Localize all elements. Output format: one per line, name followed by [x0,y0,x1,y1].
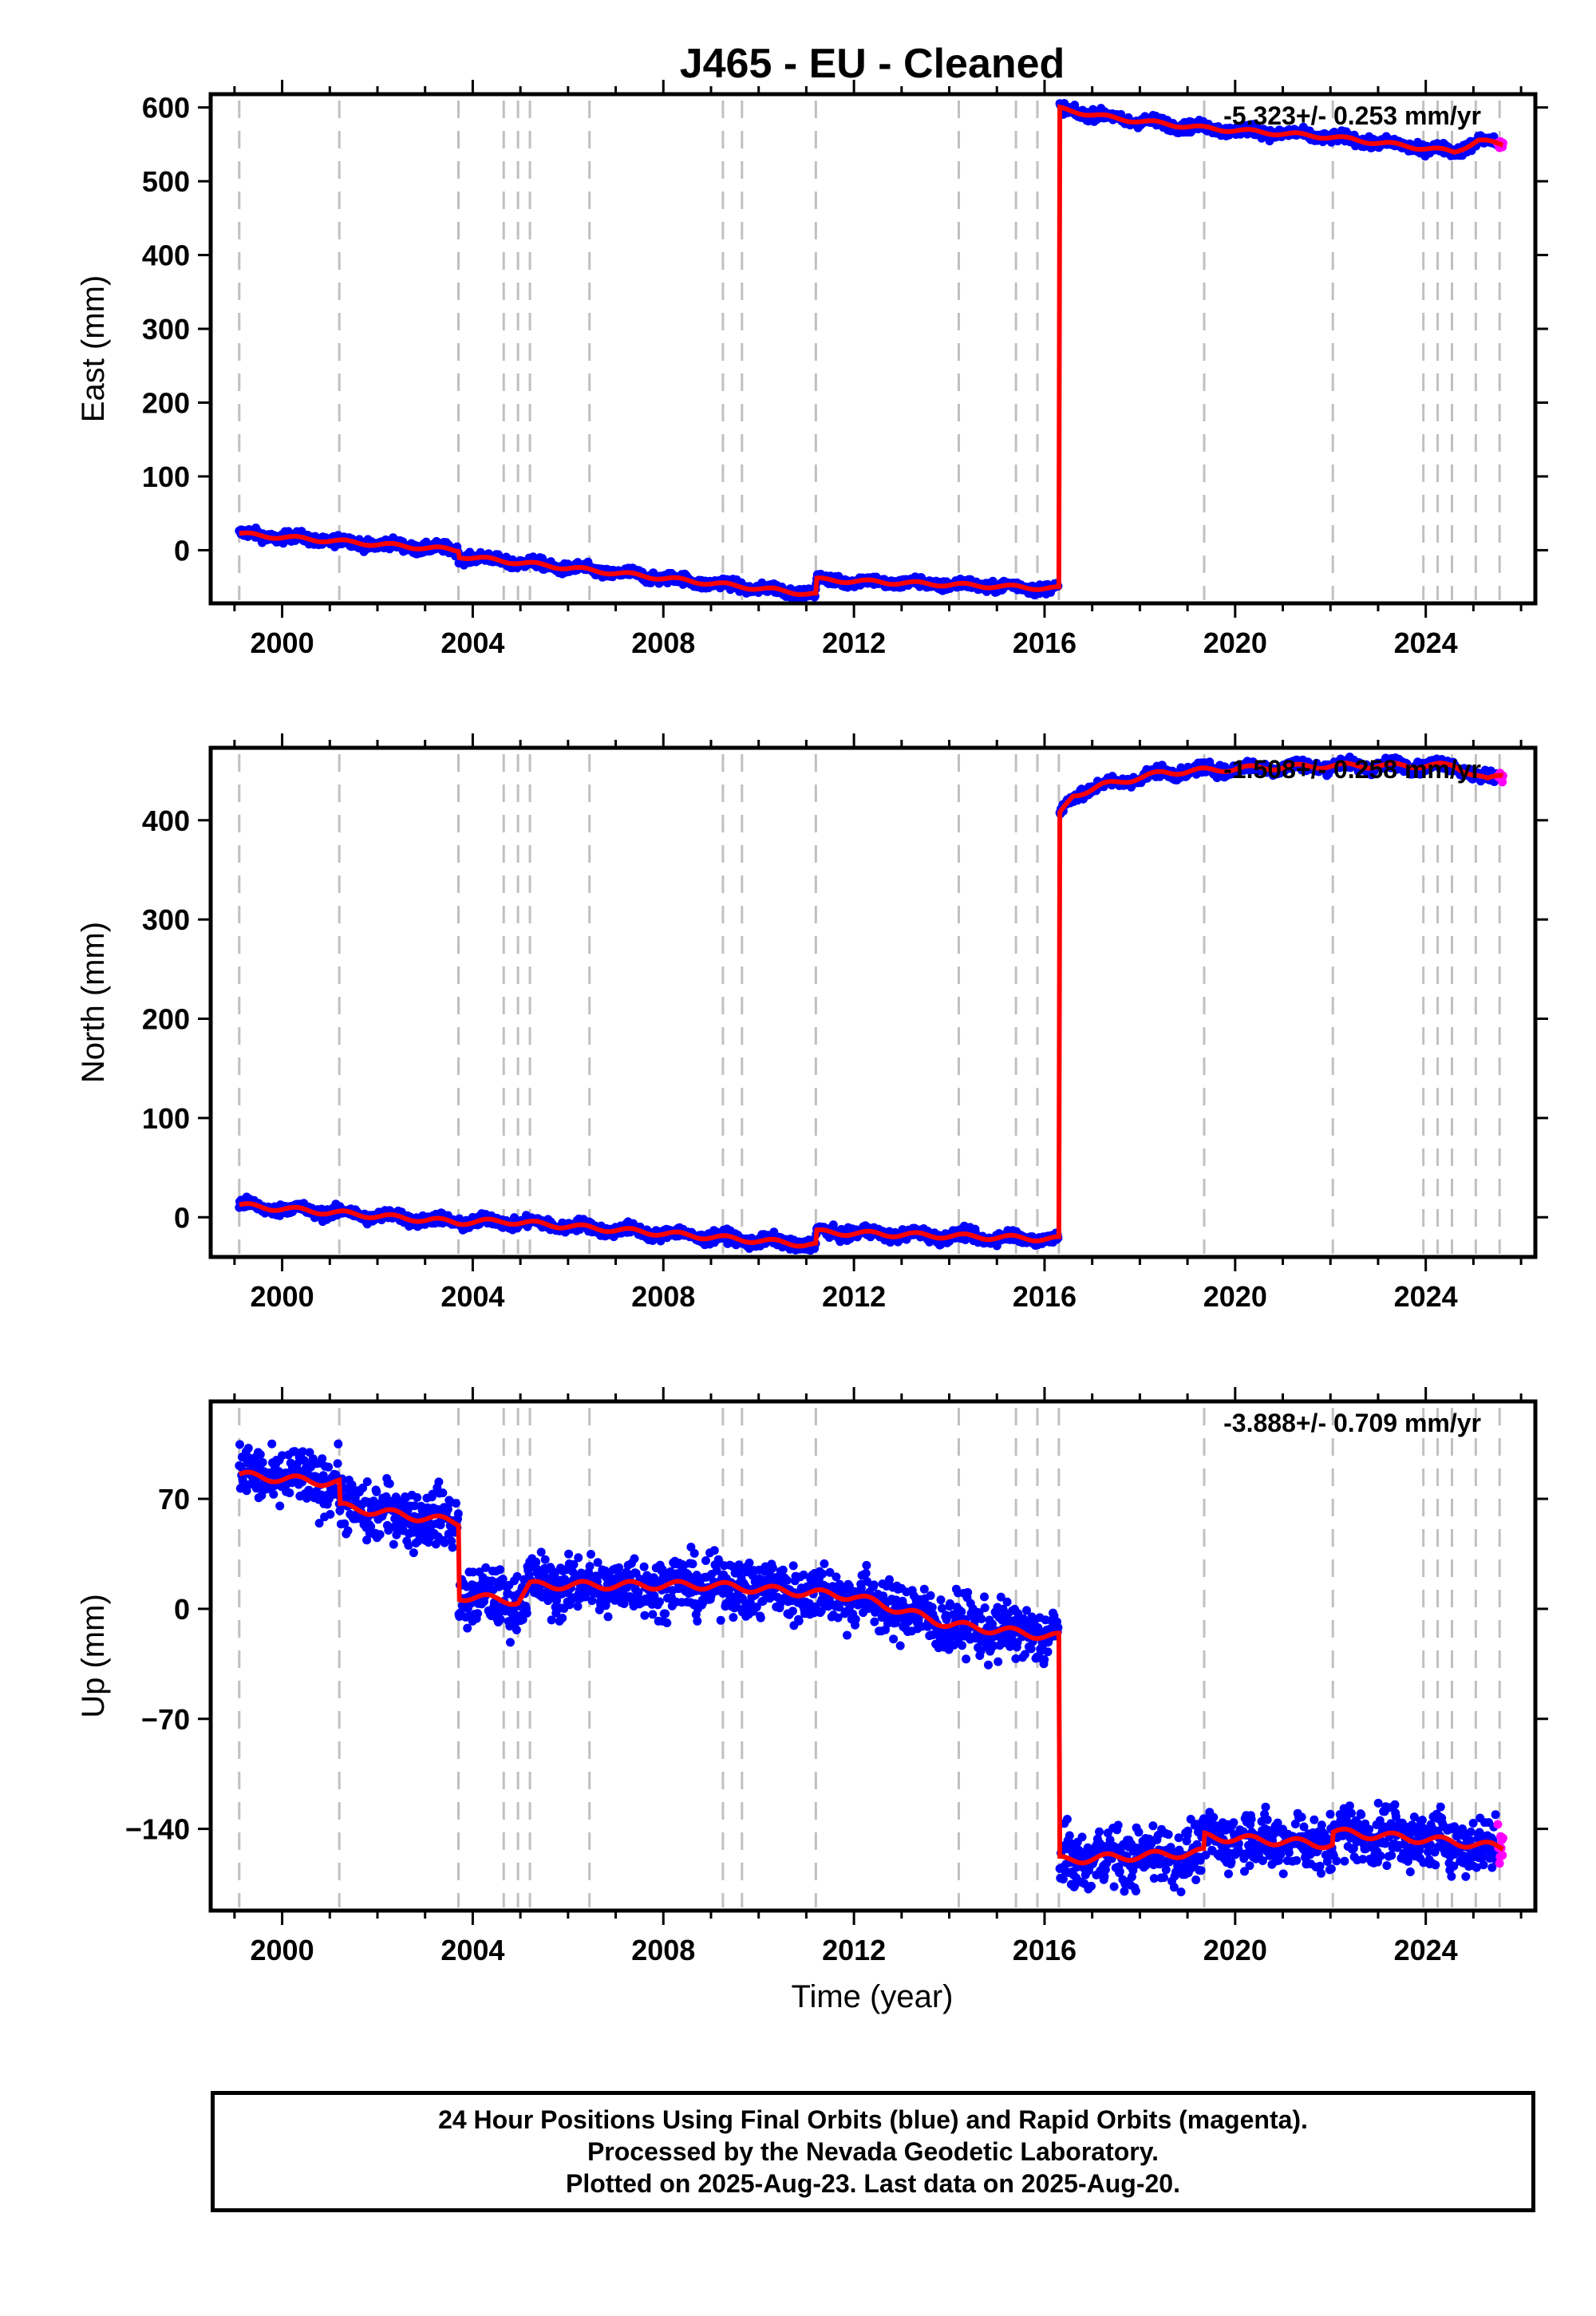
data-point [385,1479,394,1488]
x-tick-label: 2016 [1013,1280,1077,1313]
data-point [243,1444,253,1453]
data-point [362,1535,372,1545]
data-point [255,1450,265,1459]
y-tick-label: 0 [174,1201,190,1234]
x-tick-label: 2008 [631,626,695,659]
chart-panels: 2000 2004 2008 2012 2016 2020 2024010020030040… [76,80,1548,1966]
y-tick-label: 200 [142,1003,190,1036]
data-point [236,1462,246,1472]
data-point [389,1539,398,1549]
data-point [324,1462,334,1472]
data-points-up [235,1439,1507,1897]
data-point [326,1510,335,1519]
data-point [269,1489,279,1499]
data-point [366,1522,376,1531]
y-axis-label-east: East (mm) [76,275,111,422]
data-point [358,1483,368,1492]
data-point [278,1451,287,1460]
model-line-east [239,104,1503,597]
data-point [409,1548,418,1558]
data-point [340,1519,350,1528]
data-point [404,1540,413,1550]
data-point [410,1501,420,1511]
data-point [413,1492,422,1502]
data-point [285,1488,294,1498]
model-line-north [239,761,1504,1249]
y-tick-label: 500 [142,165,190,198]
y-axis-label-north: North (mm) [76,922,111,1083]
x-tick-label: 2012 [822,626,886,659]
data-point [275,1501,285,1511]
data-point [298,1447,307,1456]
data-point [267,1439,277,1448]
data-point [257,1491,267,1500]
plot-frame-north [208,745,1538,1259]
x-tick-label: 2020 [1203,626,1267,659]
data-point [334,1439,343,1448]
chart-title: J465 - EU - Cleaned [680,41,1065,87]
panel-up: 2000 2004 2008 2012 2016 2020 2024700−70−140Up… [76,1387,1548,1966]
data-points-north [235,753,1507,1255]
x-tick-label: 2020 [1203,1280,1267,1313]
x-tick-label: 2004 [440,626,504,659]
x-tick-label: 2012 [822,1280,886,1313]
data-point [235,1440,244,1449]
panel-north: 2000 2004 2008 2012 2016 2020 2024 0 100 200 300 40… [76,733,1548,1313]
data-point [372,1487,381,1496]
y-tick-label: 200 [142,386,190,419]
y-tick-label: 0 [174,534,190,567]
data-point [428,1489,437,1499]
x-tick-label: 2000 [251,1280,314,1313]
data-point [343,1526,353,1535]
plot-frame-east [208,92,1538,606]
rate-label-north: -1.508+/- 0.258 mm/yr [1223,755,1481,784]
x-tick-label: 2016 [1013,626,1077,659]
y-tick-label: 100 [142,460,190,493]
x-tick-label: 2004 [440,1280,504,1313]
data-point [362,1477,372,1487]
x-tick-label: 2024 [1394,626,1458,659]
x-tick-label: 2008 [631,1280,695,1313]
y-tick-label: 300 [142,903,190,936]
panel-east: 2000 2004 2008 2012 2016 2020 2024 0 100 200 300 40… [76,80,1548,659]
data-point [333,1459,342,1468]
data-point [318,1454,327,1464]
x-tick-label: 2000 [251,626,314,659]
data-point [258,1458,267,1467]
data-point [375,1530,385,1539]
x-tick-label: 2024 [1394,1280,1458,1313]
data-points-east [235,99,1507,603]
y-tick-label: 600 [142,92,190,124]
y-tick-label: 400 [142,804,190,837]
y-tick-label: 300 [142,313,190,346]
rate-label-east: -5.323+/- 0.253 mm/yr [1223,101,1481,130]
y-tick-label: 100 [142,1102,190,1135]
y-tick-label: 400 [142,239,190,272]
data-point [314,1519,324,1528]
